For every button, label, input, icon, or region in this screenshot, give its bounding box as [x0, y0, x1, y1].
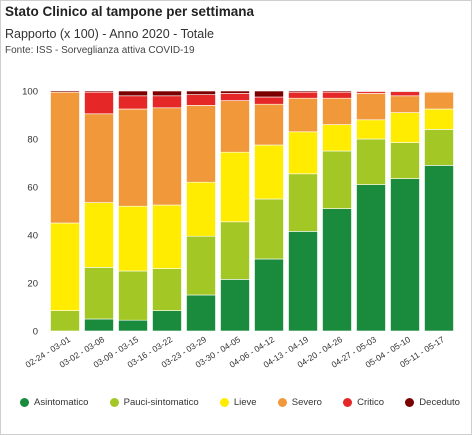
- bar-segment-pauci-sintomatico: [50, 310, 80, 332]
- legend-item[interactable]: Severo: [277, 396, 322, 408]
- bar-segment-deceduto: [356, 90, 386, 93]
- y-tick-label: 80: [27, 135, 38, 146]
- bar-segment-deceduto: [322, 90, 352, 93]
- y-tick-label: 20: [27, 279, 38, 290]
- bar-segment-asintomatico: [424, 165, 454, 332]
- bar-segment-asintomatico: [186, 294, 216, 332]
- legend-item[interactable]: Asintomatico: [20, 397, 88, 408]
- chart-title: Stato Clinico al tampone per settimana: [5, 4, 255, 19]
- bar-segment-severo: [220, 100, 250, 153]
- y-tick-label: 100: [22, 87, 38, 98]
- bar-segment-lieve: [84, 202, 114, 268]
- bar-segment-pauci-sintomatico: [118, 270, 148, 321]
- legend-label: Lieve: [233, 396, 257, 408]
- y-tick-label: 60: [27, 183, 38, 194]
- bar-segment-severo: [390, 95, 420, 113]
- bar-segment-lieve: [254, 144, 284, 200]
- bar-segment-lieve: [50, 222, 80, 311]
- bar-segment-pauci-sintomatico: [390, 142, 420, 179]
- bar-segment-lieve: [356, 119, 386, 140]
- legend-label: Critico: [357, 396, 385, 408]
- legend-item[interactable]: Lieve: [219, 396, 257, 408]
- bar-segment-severo: [424, 91, 454, 110]
- bar-segment-pauci-sintomatico: [356, 138, 386, 185]
- bar-segment-pauci-sintomatico: [186, 235, 216, 296]
- legend-swatch: [277, 397, 287, 407]
- bar-segment-lieve: [424, 108, 454, 130]
- legend-swatch: [219, 397, 229, 407]
- bar-segment-deceduto: [118, 90, 148, 97]
- legend-item[interactable]: Deceduto: [405, 397, 460, 408]
- bar-segment-critico: [220, 93, 250, 101]
- bar-segment-deceduto: [288, 90, 318, 93]
- bar-segment-asintomatico: [220, 279, 250, 332]
- bar-segment-critico: [254, 96, 284, 105]
- bar-segment-severo: [118, 108, 148, 207]
- bar-segment-lieve: [288, 131, 318, 175]
- bar-segment-pauci-sintomatico: [84, 267, 114, 320]
- y-tick-label: 0: [33, 327, 38, 338]
- legend-label: Pauci-sintomatico: [123, 396, 199, 408]
- bar-segment-deceduto: [186, 90, 216, 95]
- bar-segment-critico: [186, 94, 216, 106]
- bar-segment-pauci-sintomatico: [288, 173, 318, 232]
- bar-segment-asintomatico: [152, 310, 182, 332]
- bar-segment-lieve: [390, 112, 420, 143]
- bar-segment-lieve: [322, 124, 352, 152]
- bar-segment-pauci-sintomatico: [152, 268, 182, 311]
- legend-label: Asintomatico: [34, 396, 89, 408]
- bar-segment-critico: [390, 91, 420, 97]
- legend-label: Severo: [291, 396, 322, 408]
- bar-segment-lieve: [220, 151, 250, 223]
- legend-item[interactable]: Pauci-sintomatico: [109, 396, 199, 408]
- chart-legend: Asintomatico Pauci-sintomatico Lieve Severo…: [20, 395, 460, 409]
- bar-segment-lieve: [118, 205, 148, 272]
- bar-segment-asintomatico: [390, 178, 420, 332]
- bar-segment-asintomatico: [322, 208, 352, 332]
- y-tick-label: 40: [27, 231, 38, 242]
- bar-segment-critico: [84, 91, 114, 115]
- bar-segment-severo: [322, 97, 352, 125]
- bar-segment-critico: [152, 95, 182, 109]
- legend-item[interactable]: Critico: [343, 397, 384, 408]
- legend-swatch: [20, 397, 29, 407]
- bar-segment-critico: [118, 95, 148, 110]
- legend-swatch: [405, 397, 415, 407]
- chart-source: Fonte: ISS - Sorveglianza attiva COVID-1…: [5, 45, 195, 56]
- bar-segment-deceduto: [220, 90, 250, 94]
- bar-segment-severo: [152, 107, 182, 206]
- bar-segment-pauci-sintomatico: [254, 198, 284, 260]
- bar-segment-asintomatico: [254, 258, 284, 332]
- bar-segment-severo: [254, 103, 284, 146]
- bar-segment-asintomatico: [356, 184, 386, 332]
- legend-swatch: [343, 397, 353, 407]
- bar-segment-pauci-sintomatico: [424, 129, 454, 166]
- bar-segment-pauci-sintomatico: [322, 150, 352, 209]
- bar-segment-asintomatico: [84, 318, 114, 332]
- chart-subtitle: Rapporto (x 100) - Anno 2020 - Totale: [5, 27, 214, 41]
- bar-segment-lieve: [186, 181, 216, 237]
- bar-segment-lieve: [152, 204, 182, 269]
- bar-segment-deceduto: [84, 90, 114, 93]
- bar-segment-severo: [356, 93, 386, 121]
- bar-segment-severo: [288, 97, 318, 133]
- bar-segment-deceduto: [50, 90, 80, 93]
- bar-segment-critico: [322, 91, 352, 99]
- bar-segment-deceduto: [152, 90, 182, 97]
- bar-segment-critico: [288, 91, 318, 99]
- bar-segment-deceduto: [254, 90, 284, 98]
- bar-segment-severo: [186, 105, 216, 183]
- bar-segment-asintomatico: [118, 319, 148, 332]
- bar-segment-pauci-sintomatico: [220, 221, 250, 280]
- bar-segment-asintomatico: [288, 231, 318, 332]
- bar-segment-deceduto: [390, 90, 420, 93]
- legend-label: Deceduto: [419, 396, 460, 408]
- legend-swatch: [109, 397, 119, 407]
- bar-segment-severo: [50, 91, 80, 224]
- bar-segment-severo: [84, 113, 114, 203]
